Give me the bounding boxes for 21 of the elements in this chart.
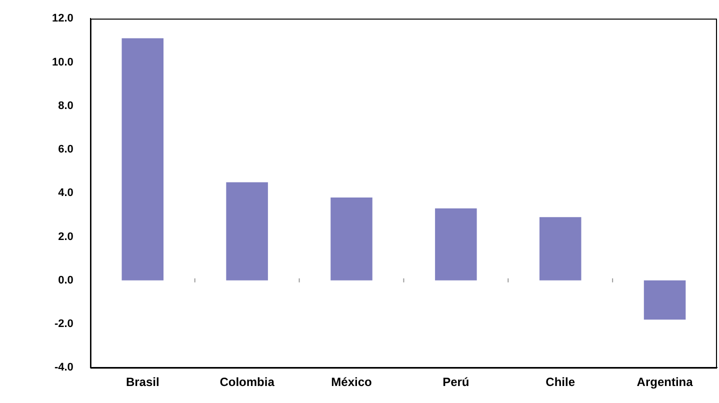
y-tick-label: 6.0 [58,144,74,156]
y-tick-label: 0.0 [58,274,74,286]
x-tick-label: México [331,375,372,390]
x-tick-label: Argentina [636,375,694,390]
y-tick-label: 8.0 [58,100,74,112]
x-tick-label: Brasil [126,375,160,390]
bar [122,38,164,280]
bar [330,197,372,280]
bar [435,208,477,280]
bar [226,182,268,280]
y-tick-label: 4.0 [58,187,74,200]
y-tick-label: -4.0 [54,362,74,374]
bar [539,217,582,280]
x-tick-label: Perú [442,375,470,390]
y-tick-label: 12.0 [52,12,74,25]
y-tick-label: 10.0 [52,56,74,68]
x-tick-label: Colombia [220,375,275,390]
y-tick-label: -2.0 [54,318,74,330]
bar [644,280,686,320]
x-tick-label: Chile [546,375,576,390]
y-tick-label: 2.0 [58,230,74,243]
